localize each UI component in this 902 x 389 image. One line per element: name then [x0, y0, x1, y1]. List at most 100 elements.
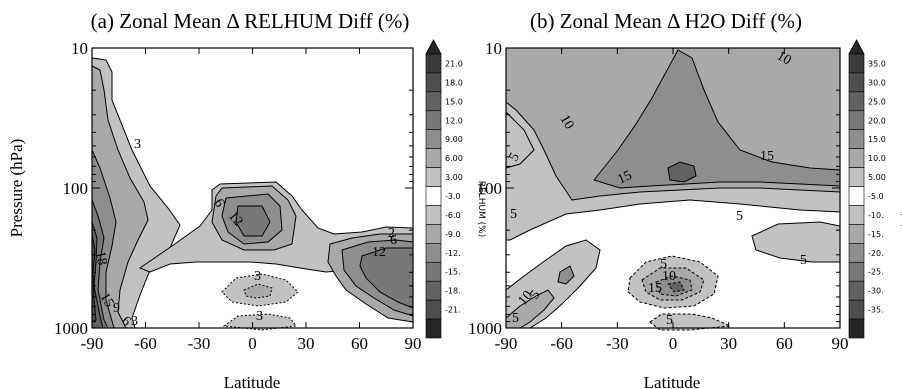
x-tick-label: 0	[248, 334, 257, 353]
contour-label: 3	[254, 269, 261, 284]
panel-b-plot: 10 10 5 15 15 5 5 5 5 5 10 15 5 10 5	[505, 47, 841, 331]
colorbar-swatch	[425, 299, 442, 320]
contour-label: 9	[113, 301, 120, 316]
colorbar-label: 6.00	[445, 154, 463, 163]
colorbar-label: -12.	[445, 249, 461, 258]
colorbar-label: -35.	[868, 306, 884, 315]
contour-label: 10	[774, 48, 794, 68]
x-tick-label: 90	[405, 334, 422, 353]
panel-a-title: (a) Zonal Mean Δ RELHUM Diff (%)	[91, 9, 410, 33]
colorbar-label: -6.0	[445, 211, 461, 220]
colorbar-swatch	[425, 243, 442, 263]
colorbar-swatch	[425, 72, 442, 93]
colorbar-label: -9.0	[445, 230, 461, 239]
colorbar-swatch	[848, 186, 865, 206]
contour-label: 5	[666, 313, 673, 328]
colorbar-label: 5.00	[868, 173, 886, 182]
colorbar-swatch	[425, 224, 442, 244]
colorbar-swatch	[848, 91, 865, 112]
colorbar-label: 15.0	[445, 97, 463, 106]
colorbar-label: 10.0	[868, 154, 886, 163]
contour-label: 3	[131, 314, 138, 329]
colorbar-swatch	[848, 167, 865, 187]
colorbar-swatch	[848, 224, 865, 244]
contour-label: 12	[372, 245, 386, 260]
y-tick-label: 100	[477, 179, 503, 198]
y-tick-label: 10	[71, 39, 88, 58]
panel-a-xlabel: Latitude	[224, 373, 281, 389]
colorbar-label: -30.	[868, 287, 884, 296]
x-tick-label: -60	[134, 334, 157, 353]
contour-label: 18	[92, 250, 109, 266]
colorbar-swatch	[848, 110, 865, 131]
colorbar-label: -10.	[868, 211, 884, 220]
colorbar-label: 20.0	[868, 116, 886, 125]
colorbar-title: RELHUM (%)	[476, 181, 486, 238]
contour-label: 10	[557, 113, 577, 133]
contour-label: 5	[512, 311, 519, 326]
colorbar-swatch	[425, 167, 442, 187]
colorbar-swatch	[425, 148, 442, 168]
colorbar-arrow	[848, 39, 865, 55]
colorbar-label: 9.00	[445, 135, 463, 144]
colorbar-swatch	[848, 299, 865, 320]
colorbar-swatch	[848, 243, 865, 263]
colorbar-label: -21.	[445, 306, 461, 315]
colorbar-arrow	[425, 39, 442, 55]
colorbar-label: -15.	[868, 230, 884, 239]
colorbar-swatch	[425, 318, 442, 339]
y-tick-label: 100	[63, 179, 89, 198]
y-tick-label: 1000	[54, 319, 88, 338]
x-tick-label: -90	[81, 334, 104, 353]
contour-label: 3	[134, 137, 141, 152]
colorbar-label: 35.0	[868, 59, 886, 68]
x-tick-label: -30	[188, 334, 211, 353]
colorbar-label: 30.0	[868, 78, 886, 87]
colorbar-label: 12.0	[445, 116, 463, 125]
contour-label: 15	[760, 149, 774, 164]
colorbar-label: -18.	[445, 287, 461, 296]
panel-b-title: (b) Zonal Mean Δ H2O Diff (%)	[530, 9, 802, 33]
colorbar-swatch	[425, 186, 442, 206]
x-tick-label: -30	[606, 334, 629, 353]
y-tick-label: 10	[485, 39, 502, 58]
y-tick-label: 1000	[468, 319, 502, 338]
colorbar-swatch	[848, 129, 865, 149]
panel-b-colorbar: 35.0 30.0 25.0 20.0 15.0 10.0 5.00 -5.0 -10. -15.…	[848, 39, 902, 339]
x-tick-label: 90	[832, 334, 849, 353]
contour-label: 15	[615, 168, 634, 188]
contour-label: 5	[736, 209, 743, 224]
colorbar-swatch	[425, 129, 442, 149]
panel-a-ylabel: Pressure (hPa)	[7, 139, 26, 238]
colorbar-swatch	[425, 205, 442, 225]
colorbar-label: -5.0	[868, 192, 884, 201]
contour-label: 5	[660, 257, 667, 272]
contour-label: 5	[510, 207, 517, 222]
colorbar-swatch	[425, 280, 442, 301]
contour-label: 15	[97, 291, 117, 311]
colorbar-swatch	[848, 148, 865, 168]
panel-a-axes: -90 -60 -30 0 30 60 90 10 100 1000 Latitude Pres…	[7, 39, 422, 389]
contour-label: 5	[800, 253, 807, 268]
x-tick-label: 60	[351, 334, 368, 353]
colorbar-swatch	[425, 261, 442, 282]
colorbar-label: 3.00	[445, 173, 463, 182]
panel-a-contours	[91, 57, 414, 331]
contour-label: 2	[388, 226, 395, 241]
colorbar-label: 21.0	[445, 59, 463, 68]
colorbar-swatch	[425, 91, 442, 112]
panel-b-contours	[505, 47, 841, 331]
panel-a-colorbar: 21.0 18.0 15.0 12.0 9.00 6.00 3.00 -3.0 -6.0 -9.0…	[425, 39, 486, 339]
colorbar-label: 15.0	[868, 135, 886, 144]
x-tick-label: 60	[776, 334, 793, 353]
contour-label: 10	[662, 269, 676, 284]
x-tick-label: 0	[669, 334, 678, 353]
colorbar-swatch	[848, 318, 865, 339]
colorbar-swatch	[848, 261, 865, 282]
colorbar-title: H2O (%)	[899, 190, 902, 228]
x-tick-label: 30	[298, 334, 315, 353]
colorbar-label: -15.	[445, 268, 461, 277]
colorbar-label: 18.0	[445, 78, 463, 87]
colorbar-label: -20.	[868, 249, 884, 258]
